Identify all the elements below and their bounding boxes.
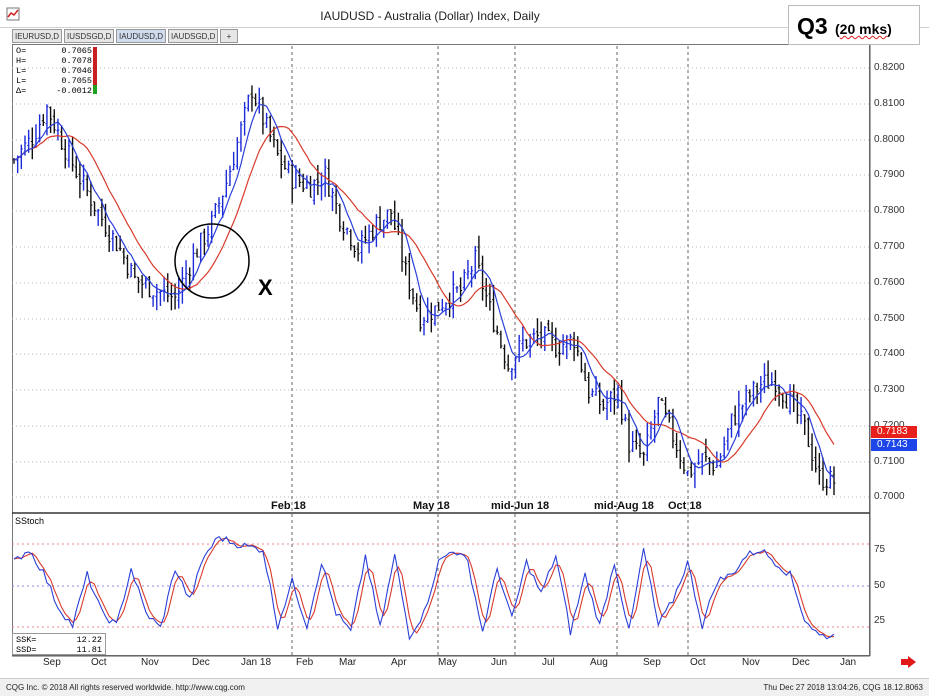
month-label: Sep (43, 657, 61, 668)
month-label: May (438, 657, 457, 668)
stoch-level: 50 (874, 580, 886, 591)
month-label: Oct (690, 657, 706, 668)
annotation-mid-jun-18: mid-Jun 18 (491, 500, 550, 512)
price-tick: 0.7600 (874, 277, 905, 288)
moving-average-fast (13, 104, 835, 479)
stoch-label: SStoch (15, 516, 45, 526)
stoch-levels (12, 543, 870, 628)
add-tab-button[interactable]: + (220, 29, 238, 43)
price-tick: 0.7200 (874, 420, 905, 431)
annotation-mid-aug-18: mid-Aug 18 (594, 500, 654, 512)
period-markers (291, 46, 689, 655)
month-label: Dec (792, 657, 810, 668)
month-label: Nov (742, 657, 760, 668)
annotation-may-18: May 18 (413, 500, 450, 512)
price-tick: 0.8100 (874, 98, 905, 109)
stoch-level: 25 (874, 615, 886, 626)
status-footer: CQG Inc. © 2018 All rights reserved worl… (0, 678, 929, 696)
tab-iusdsgd[interactable]: IUSDSGD,D (64, 29, 114, 43)
price-tick: 0.7300 (874, 384, 905, 395)
month-label: Jan 18 (241, 657, 272, 668)
price-tick: 0.7400 (874, 348, 905, 359)
title-bar: IAUDUSD - Australia (Dollar) Index, Dail… (0, 0, 929, 28)
month-label: Feb (296, 657, 314, 668)
price-tick: 0.7100 (874, 456, 905, 467)
moving-average-slow (13, 125, 835, 463)
month-label: Sep (643, 657, 661, 668)
annotation-feb-18: Feb 18 (271, 500, 306, 512)
month-label: Apr (391, 657, 407, 668)
price-tick: 0.7700 (874, 241, 905, 252)
price-tick: 0.7500 (874, 313, 905, 324)
stoch-readout: SSK= 12.22 SSD= 11.81 (12, 633, 106, 655)
timestamp-text: Thu Dec 27 2018 13:04:26, CQG 18.12.8063 (763, 683, 923, 692)
last-value-tag-red: 0.7183 (871, 426, 917, 438)
tab-iaudusd[interactable]: IAUDUSD,D (116, 29, 166, 43)
stoch-level: 75 (874, 544, 886, 555)
tab-ieurusd[interactable]: IEURUSD,D (12, 29, 62, 43)
annotation-circle (174, 223, 250, 299)
question-marks: (20 mks) (835, 21, 892, 37)
question-label-box: Q3 (20 mks) (788, 5, 920, 45)
window-title: IAUDUSD - Australia (Dollar) Index, Dail… (320, 9, 540, 23)
price-tick: 0.8000 (874, 134, 905, 145)
price-tick: 0.7900 (874, 169, 905, 180)
question-number: Q3 (797, 13, 828, 39)
month-label: Mar (339, 657, 357, 668)
copyright-text: CQG Inc. © 2018 All rights reserved worl… (6, 683, 245, 692)
price-tick: 0.8200 (874, 62, 905, 73)
month-label: Jun (491, 657, 508, 668)
price-tick: 0.7000 (874, 491, 905, 502)
price-bars (12, 85, 836, 496)
annotation-x: X (258, 275, 273, 300)
last-value-tag-blue: 0.7143 (871, 439, 917, 451)
ohlc-readout: O= 0.7065 H= 0.7078 L= 0.7046 L= 0.7055 Δ= -0… (16, 46, 92, 96)
stoch-k-line (13, 535, 835, 641)
ohlc-color-bar (93, 47, 97, 94)
month-label: Dec (192, 657, 210, 668)
tab-iaudsgd[interactable]: IAUDSGD,D (168, 29, 218, 43)
annotation-oct-18: Oct 18 (668, 500, 702, 512)
month-label: Oct (91, 657, 107, 668)
cqg-app-icon (6, 7, 20, 21)
chart-panel[interactable] (12, 44, 870, 656)
month-label: Jul (542, 657, 555, 668)
month-label: Nov (141, 657, 159, 668)
stoch-d-line (13, 537, 835, 638)
scroll-right-arrow-icon[interactable] (900, 656, 916, 668)
price-tick: 0.7800 (874, 205, 905, 216)
month-label: Aug (590, 657, 608, 668)
price-gridlines (12, 67, 870, 498)
month-label: Jan (840, 657, 857, 668)
